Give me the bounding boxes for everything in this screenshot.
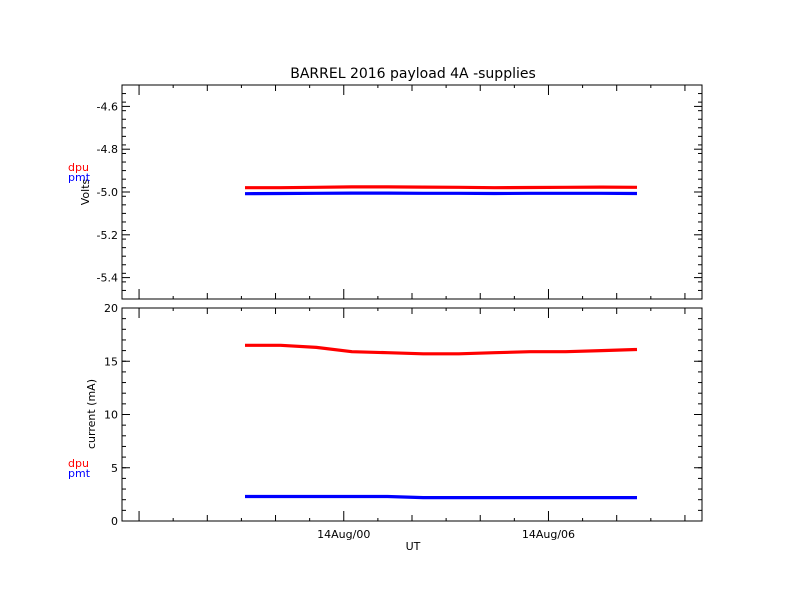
x-tick-label: 14Aug/06	[522, 528, 575, 541]
voltage-ytick-label: -5.4	[97, 272, 118, 285]
voltage-series-pmt	[244, 191, 638, 196]
voltage-legend-pmt: pmt	[68, 171, 91, 184]
voltage-y-axis-label: Volts	[79, 178, 92, 205]
x-tick-label: 14Aug/00	[317, 528, 370, 541]
voltage-y-ticks: -4.6 -4.8 -5.0 -5.2 -5.4	[97, 84, 702, 300]
current-y-ticks: 0 5 10 15 20	[104, 302, 702, 528]
current-legend-dpu: dpu	[68, 457, 89, 470]
voltage-series	[244, 185, 638, 196]
current-panel: current (mA) UT dpu pmt 0 5 10 15 20 14Aug/0…	[68, 302, 703, 553]
x-axis-label: UT	[406, 540, 421, 553]
current-ytick-label: 10	[104, 409, 118, 422]
voltage-x-ticks	[138, 85, 686, 299]
voltage-ytick-label: -5.0	[97, 186, 118, 199]
current-ytick-label: 0	[111, 515, 118, 528]
current-ytick-label: 20	[104, 302, 118, 315]
current-legend-pmt: pmt	[68, 467, 91, 480]
voltage-ytick-label: -4.6	[97, 100, 118, 113]
current-x-ticks: 14Aug/00 14Aug/06	[138, 308, 686, 541]
chart-title: BARREL 2016 payload 4A -supplies	[290, 66, 536, 82]
voltage-series-dpu	[245, 185, 638, 190]
current-ytick-label: 5	[111, 462, 118, 475]
current-ytick-label: 15	[104, 355, 118, 368]
voltage-ytick-label: -4.8	[97, 143, 118, 156]
current-y-axis-label: current (mA)	[85, 379, 98, 449]
current-plot-frame	[121, 307, 703, 522]
current-series-pmt	[245, 494, 637, 500]
current-series-dpu	[245, 343, 638, 356]
voltage-ytick-label: -5.2	[97, 229, 118, 242]
voltage-panel: Volts dpu pmt -4.6 -4.8 -5.0 -5.2 -5.4	[68, 84, 703, 300]
current-series	[245, 343, 638, 500]
voltage-legend-dpu: dpu	[68, 161, 89, 174]
